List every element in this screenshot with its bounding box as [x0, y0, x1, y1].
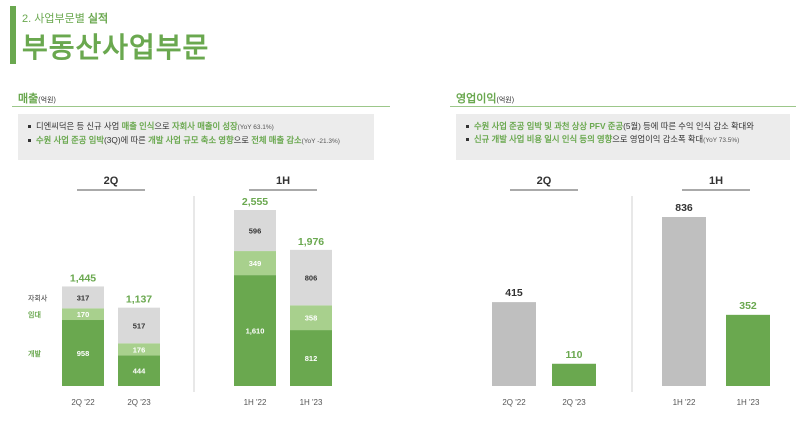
- bullet-icon: [28, 125, 31, 129]
- note-text: 매출 인식: [121, 121, 155, 131]
- group-label-2Q: 2Q: [104, 175, 119, 187]
- op-note-1: 수원 사업 준공 임박 및 과천 상상 PFV 준공(5월) 등에 따른 수익 …: [466, 120, 782, 133]
- note-text: 으로 영업이익 감소폭 확대: [612, 134, 704, 144]
- note-text: (5월) 등에 따른 수익 인식 감소 확대와: [623, 121, 754, 131]
- segment-label: 806: [305, 274, 318, 283]
- legend-자회사: 자회사: [28, 293, 48, 302]
- op-group-label-1H: 1H: [709, 175, 723, 187]
- segment-label: 517: [133, 321, 146, 330]
- op-value-label: 415: [505, 287, 523, 299]
- op-note-2: 신규 개발 사업 비용 일시 인식 등의 영향으로 영업이익 감소폭 확대(Yo…: [466, 133, 782, 147]
- note-text: 수원 사업 준공 임박 및 과천 상상 PFV 준공: [474, 121, 624, 131]
- legend-개발: 개발: [28, 349, 41, 358]
- segment-label: 812: [305, 354, 318, 363]
- op-bar-1: [552, 363, 596, 386]
- op-panel-title: 영업이익(억원): [456, 93, 515, 105]
- bar-임대-2: [234, 251, 276, 276]
- bar-개발-2: [234, 275, 276, 386]
- note-text: 신규 개발 사업 비용 일시 인식 등의 영향: [474, 134, 613, 144]
- bar-개발-1: [118, 355, 160, 386]
- segment-label: 1,610: [246, 327, 265, 336]
- yoy-label: (YoY 73.5%): [703, 137, 740, 144]
- segment-label: 358: [305, 314, 318, 323]
- x-tick-label: 2Q '22: [71, 398, 95, 407]
- legend-임대: 임대: [28, 310, 41, 319]
- revenue-note-2: 수원 사업 준공 임박(3Q)에 따른 개발 사업 규모 축소 영향으로 전체 …: [28, 134, 366, 148]
- bar-자회사-0: [62, 286, 104, 309]
- op-panel-rule: [450, 106, 796, 107]
- yoy-label: (YoY 63.1%): [237, 124, 274, 131]
- op-notes: 수원 사업 준공 임박 및 과천 상상 PFV 준공(5월) 등에 따른 수익 …: [456, 114, 790, 160]
- group-label-1H: 1H: [276, 175, 290, 187]
- bar-개발-0: [62, 320, 104, 386]
- revenue-note-1: 디엔씨덕은 등 신규 사업 매출 인식으로 자회사 매출이 성장(YoY 63.…: [28, 120, 366, 134]
- op-x-tick-label: 2Q '23: [562, 398, 586, 407]
- total-label: 1,137: [126, 294, 152, 306]
- total-label: 1,445: [70, 272, 96, 284]
- note-text: 수원 사업 준공 임박: [36, 135, 104, 145]
- section-label: 2. 사업부문별 실적: [22, 13, 109, 25]
- bar-자회사-1: [118, 307, 160, 344]
- bar-자회사-3: [290, 249, 332, 306]
- bullet-icon: [466, 138, 469, 142]
- op-bar-2: [662, 217, 706, 386]
- revenue-panel-title: 매출(억원): [18, 93, 56, 105]
- segment-label: 596: [249, 227, 262, 236]
- bullet-icon: [28, 139, 31, 143]
- bar-자회사-2: [234, 210, 276, 252]
- segment-label: 317: [77, 293, 90, 302]
- bullet-icon: [466, 125, 469, 129]
- bar-임대-1: [118, 343, 160, 356]
- op-x-tick-label: 1H '22: [673, 398, 696, 407]
- op-value-label: 836: [675, 202, 693, 214]
- note-text: 자회사 매출이 성장: [171, 121, 238, 131]
- bar-개발-3: [290, 330, 332, 386]
- segment-label: 170: [77, 310, 90, 319]
- segment-label: 349: [249, 259, 262, 268]
- bar-임대-3: [290, 305, 332, 331]
- op-bar-0: [492, 302, 536, 386]
- note-text: 으로: [154, 121, 172, 131]
- yoy-label: (YoY -21.3%): [301, 138, 340, 145]
- op-group-label-2Q: 2Q: [537, 175, 552, 187]
- op-value-label: 110: [566, 349, 583, 361]
- total-label: 2,555: [242, 196, 268, 208]
- op-value-label: 352: [739, 300, 757, 312]
- bar-임대-0: [62, 308, 104, 321]
- note-text: 으로: [233, 135, 252, 145]
- note-text: 전체 매출 감소: [251, 135, 302, 145]
- x-tick-label: 1H '23: [300, 398, 323, 407]
- note-text: (3Q)에 따른: [103, 135, 149, 145]
- op-x-tick-label: 1H '23: [737, 398, 760, 407]
- op-x-tick-label: 2Q '22: [502, 398, 526, 407]
- op-bar-3: [726, 314, 770, 386]
- segment-label: 444: [133, 367, 146, 376]
- x-tick-label: 2Q '23: [127, 398, 151, 407]
- note-text: 개발 사업 규모 축소 영향: [148, 135, 234, 145]
- page-title: 부동산사업부문: [22, 32, 210, 63]
- note-text: 디엔씨덕은 등 신규 사업: [36, 121, 122, 131]
- revenue-notes: 디엔씨덕은 등 신규 사업 매출 인식으로 자회사 매출이 성장(YoY 63.…: [18, 114, 374, 160]
- segment-label: 958: [77, 349, 90, 358]
- x-tick-label: 1H '22: [244, 398, 267, 407]
- section-accent-bar: [10, 6, 16, 64]
- total-label: 1,976: [298, 236, 324, 248]
- revenue-panel-rule: [12, 106, 390, 107]
- segment-label: 176: [133, 345, 146, 354]
